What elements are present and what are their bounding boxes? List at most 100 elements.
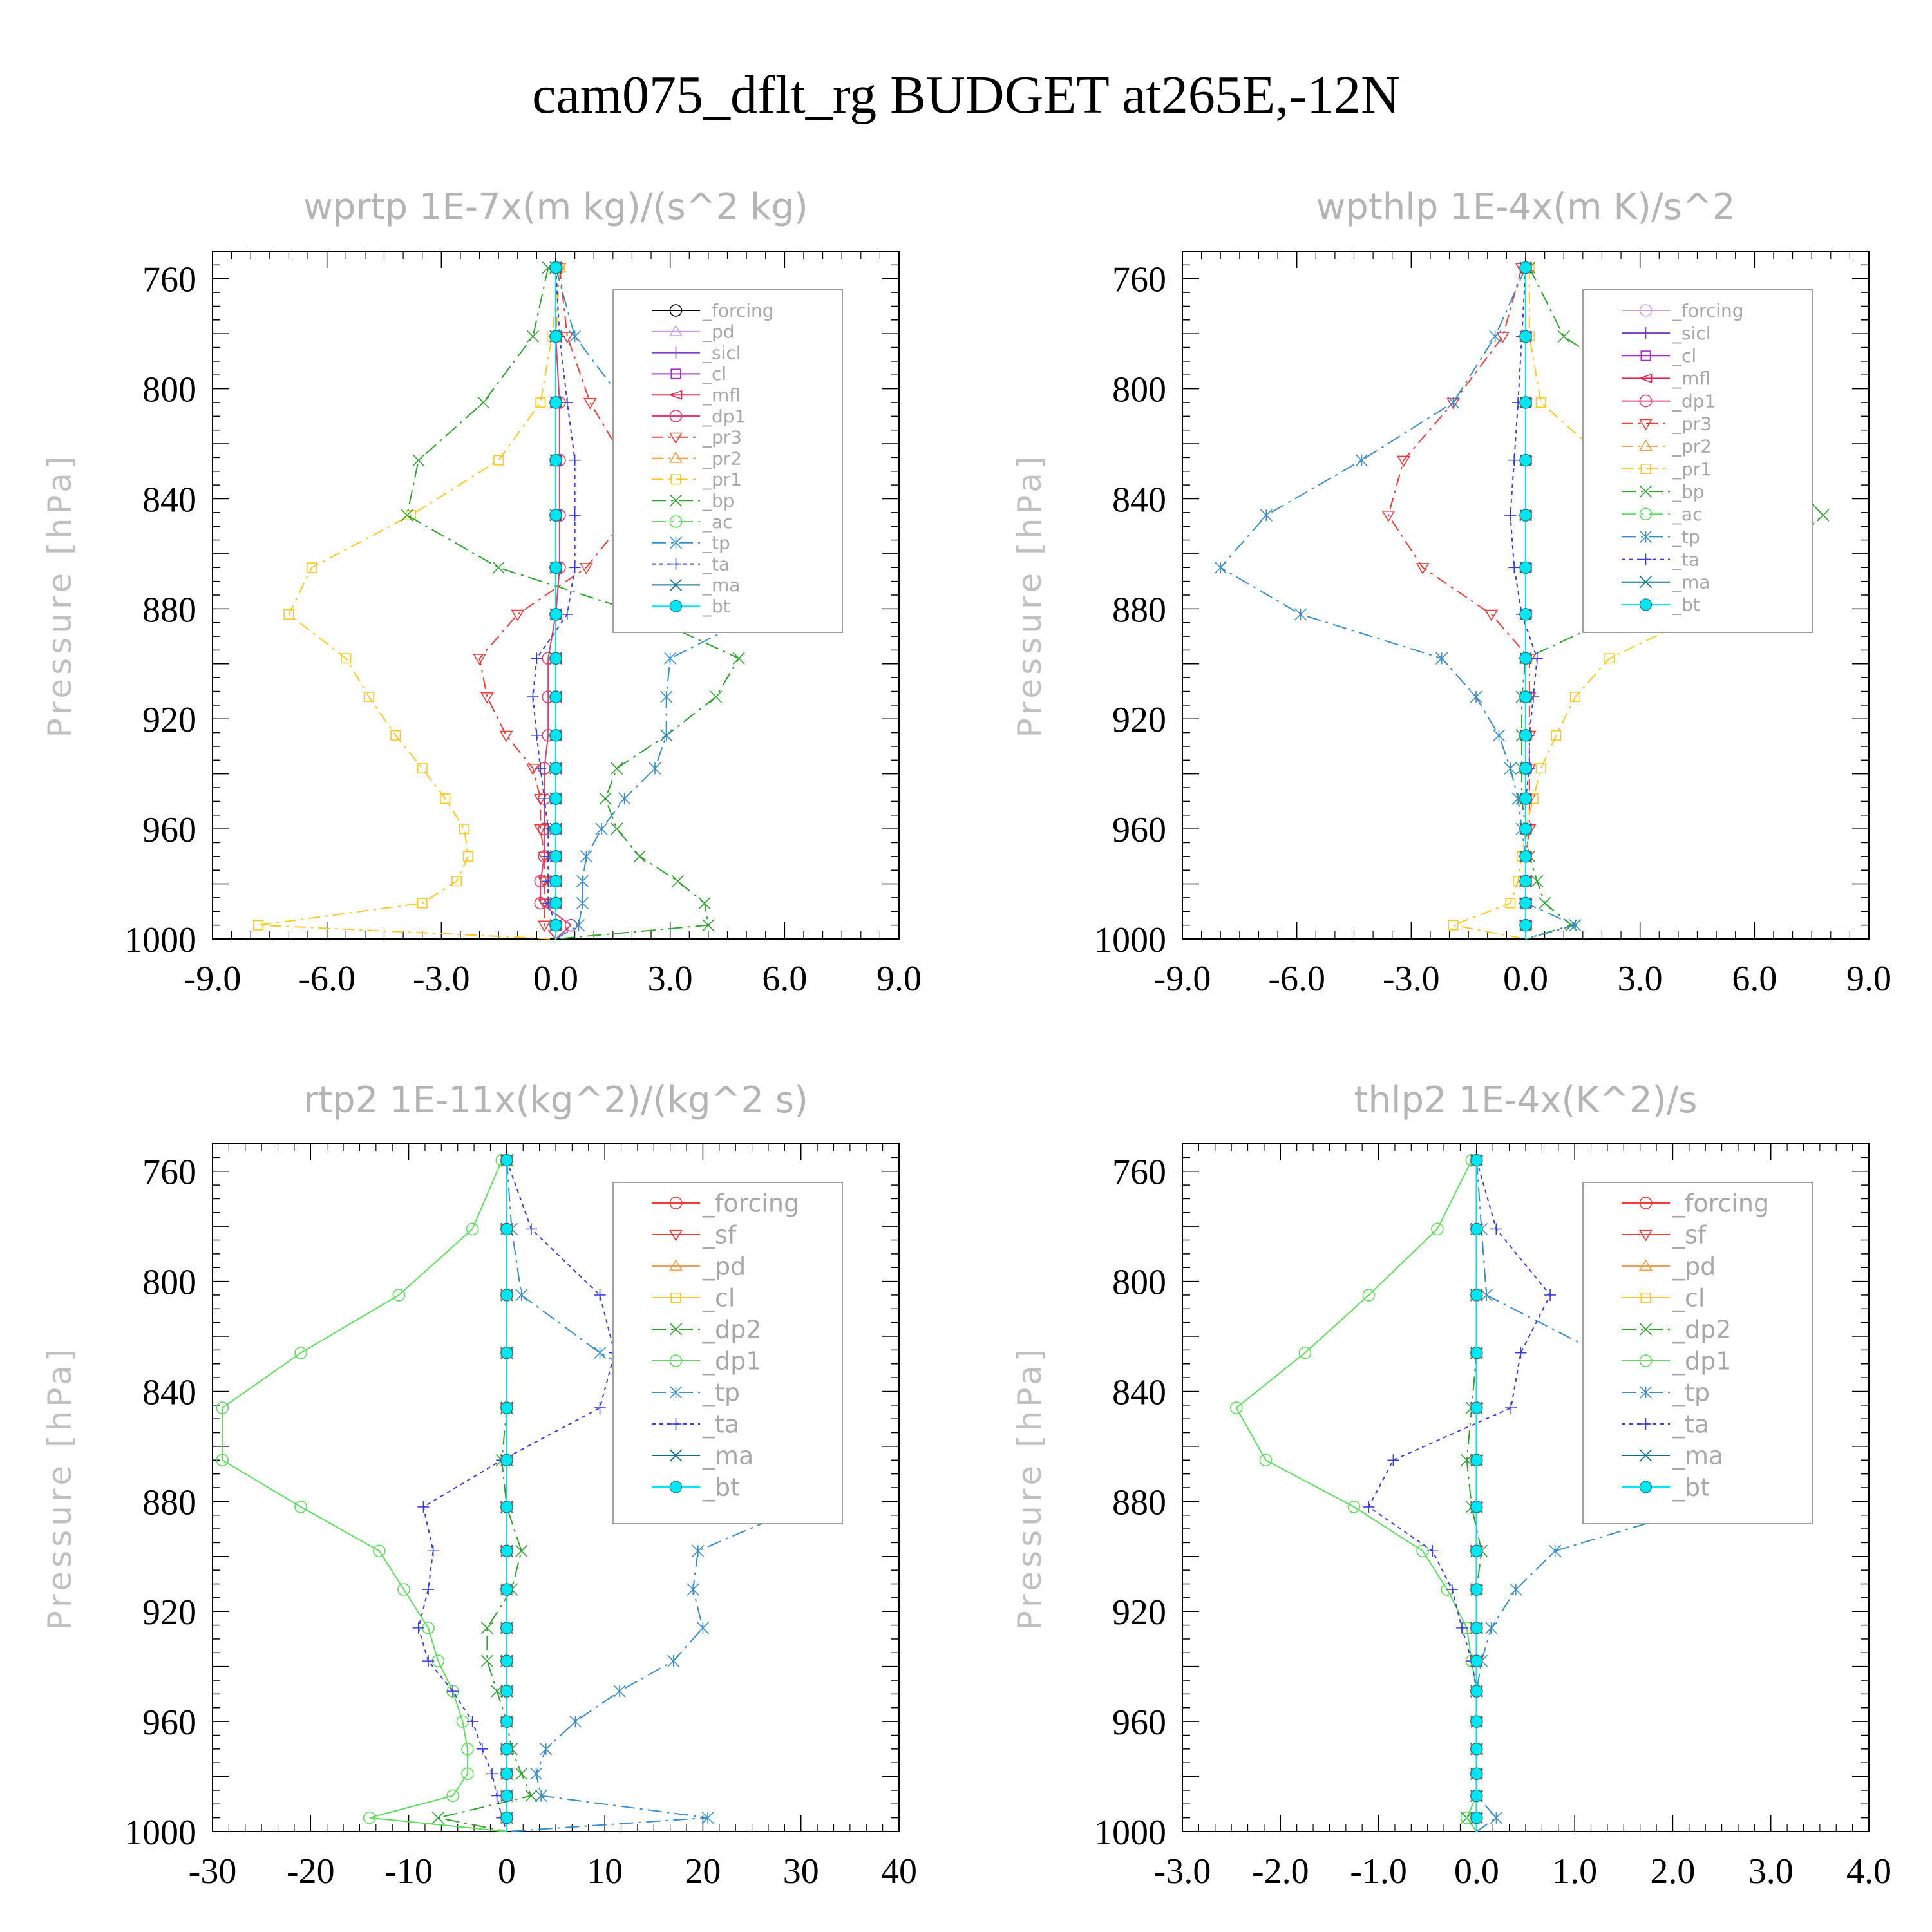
legend-label: _ta [702,553,730,574]
legend-box [1582,289,1813,633]
series-ta [527,261,581,939]
marker-ta-4 [594,1402,606,1414]
marker-ta-5 [569,562,581,574]
marker-dp1-legend [669,1354,683,1367]
marker-bt-legend [1640,598,1652,611]
marker-bt-11 [549,792,562,805]
legend-entry-forcing: _forcing [1622,300,1744,321]
marker-bt-16 [549,919,562,932]
series-line-tp [1475,1160,1782,1832]
marker-bp-7 [732,652,745,665]
x-tick-label: 1.0 [1552,1852,1597,1891]
series-line-dp2 [1466,1160,1482,1832]
legend-entry-tp: _tp [1622,1378,1710,1406]
marker-bt-3 [1519,454,1532,467]
legend-label: _ma [1672,572,1710,593]
marker-bt-0 [500,1154,513,1167]
series-ta [412,1154,621,1832]
marker-tp-8 [660,690,673,703]
marker-bt-6 [500,1501,513,1513]
legend-label: _forcing [702,1189,799,1217]
x-tick-label: 2.0 [1650,1852,1695,1891]
marker-tp-3 [593,1347,607,1359]
x-tick-label: 6.0 [1732,959,1777,999]
y-tick-label: 920 [1112,700,1166,740]
y-tick-label: 1000 [124,920,196,960]
marker-forcing-legend [669,1197,683,1209]
legend-label: _sicl [1672,323,1711,344]
marker-bt-13 [500,1743,513,1756]
marker-bt-6 [549,608,562,621]
marker-pr1-2 [535,397,546,408]
series-dp2 [1461,1154,1488,1832]
marker-dp1-16 [564,918,578,932]
marker-ta-11 [538,793,551,805]
legend-label: _dp2 [1672,1315,1731,1343]
marker-tp-7 [1435,652,1448,665]
marker-bt-5 [1470,1454,1483,1466]
marker-dp1-5 [216,1454,229,1467]
marker-pr1-12 [459,824,469,835]
marker-pr1-4 [405,510,416,521]
y-tick-label: 1000 [1094,1813,1166,1853]
marker-ta-14 [486,1768,498,1780]
series-dp1 [216,1153,509,1832]
marker-bt-13 [549,850,562,863]
legend-entry-ta: _ta [1622,549,1700,570]
legend-entry-mfl: _mfl [652,384,741,406]
marker-ta-6 [1363,1501,1375,1513]
marker-tp-legend [1639,1386,1653,1399]
marker-ta-7 [427,1545,439,1557]
x-ticks [1182,1144,1870,1832]
marker-pr1-9 [1551,730,1562,741]
marker-tp-7 [1549,1544,1562,1557]
panel-title: rtp2 1E-11x(kg^2)/(kg^2 s) [303,1079,808,1121]
marker-dp1-3 [1298,1346,1312,1359]
marker-bt-2 [549,396,562,409]
marker-pr1-8 [1569,692,1580,703]
y-minor-ticks [213,251,899,940]
marker-tp-11 [613,1685,626,1698]
marker-ta-legend [670,1418,682,1430]
x-tick-label: 0.0 [1454,1852,1499,1891]
marker-ma-legend [1639,1449,1653,1462]
marker-bt-5 [500,1454,513,1466]
marker-dp1-6 [294,1501,307,1513]
marker-dp1-legend [1639,394,1653,408]
y-tick-label: 760 [142,1153,196,1193]
series-line-pr1 [1450,267,1706,940]
marker-bt-13 [1470,1743,1483,1756]
legend-entry-bt: _bt [1622,594,1700,616]
marker-pr1-15 [417,898,428,909]
marker-bt-10 [500,1654,513,1667]
marker-bt-0 [1470,1154,1483,1167]
legend-entry-cl: _cl [1622,1283,1705,1312]
y-tick-label: 1000 [124,1813,196,1853]
x-tick-label: 3.0 [648,959,693,999]
legend-label: _dp1 [702,1347,761,1375]
y-axis-label: Pressure [hPa] [1011,1345,1048,1631]
legend-label: _ma [1672,1441,1723,1470]
legend-entry-ta: _ta [1622,1410,1709,1438]
marker-bt-12 [549,822,562,835]
marker-bt-7 [1519,652,1532,665]
legend-entry-dp1: _dp1 [1622,390,1716,412]
marker-pr1-10 [417,763,428,774]
marker-tp-legend [1639,530,1653,543]
marker-pr3-6 [511,609,525,621]
legend-entry-tp: _tp [1622,526,1700,547]
y-tick-label: 840 [142,480,196,520]
marker-dp1-14 [461,1767,474,1781]
marker-tp-8 [1470,690,1482,703]
legend-entry-forcing: _forcing [652,300,774,321]
x-tick-label: 3.0 [1618,959,1663,999]
marker-ta-1 [1490,1223,1502,1235]
legend: _forcing_pd_sicl_cl_mfl_dp1_pr3_pr2_pr1_… [612,289,843,633]
marker-tp-13 [540,1743,553,1756]
legend-entry-sf: _sf [652,1220,737,1249]
y-tick-label: 880 [142,1482,196,1522]
marker-pd-legend [1639,1259,1653,1271]
legend-label: _pr1 [702,469,742,490]
marker-bt-4 [500,1401,513,1414]
marker-bp-12 [611,822,623,835]
